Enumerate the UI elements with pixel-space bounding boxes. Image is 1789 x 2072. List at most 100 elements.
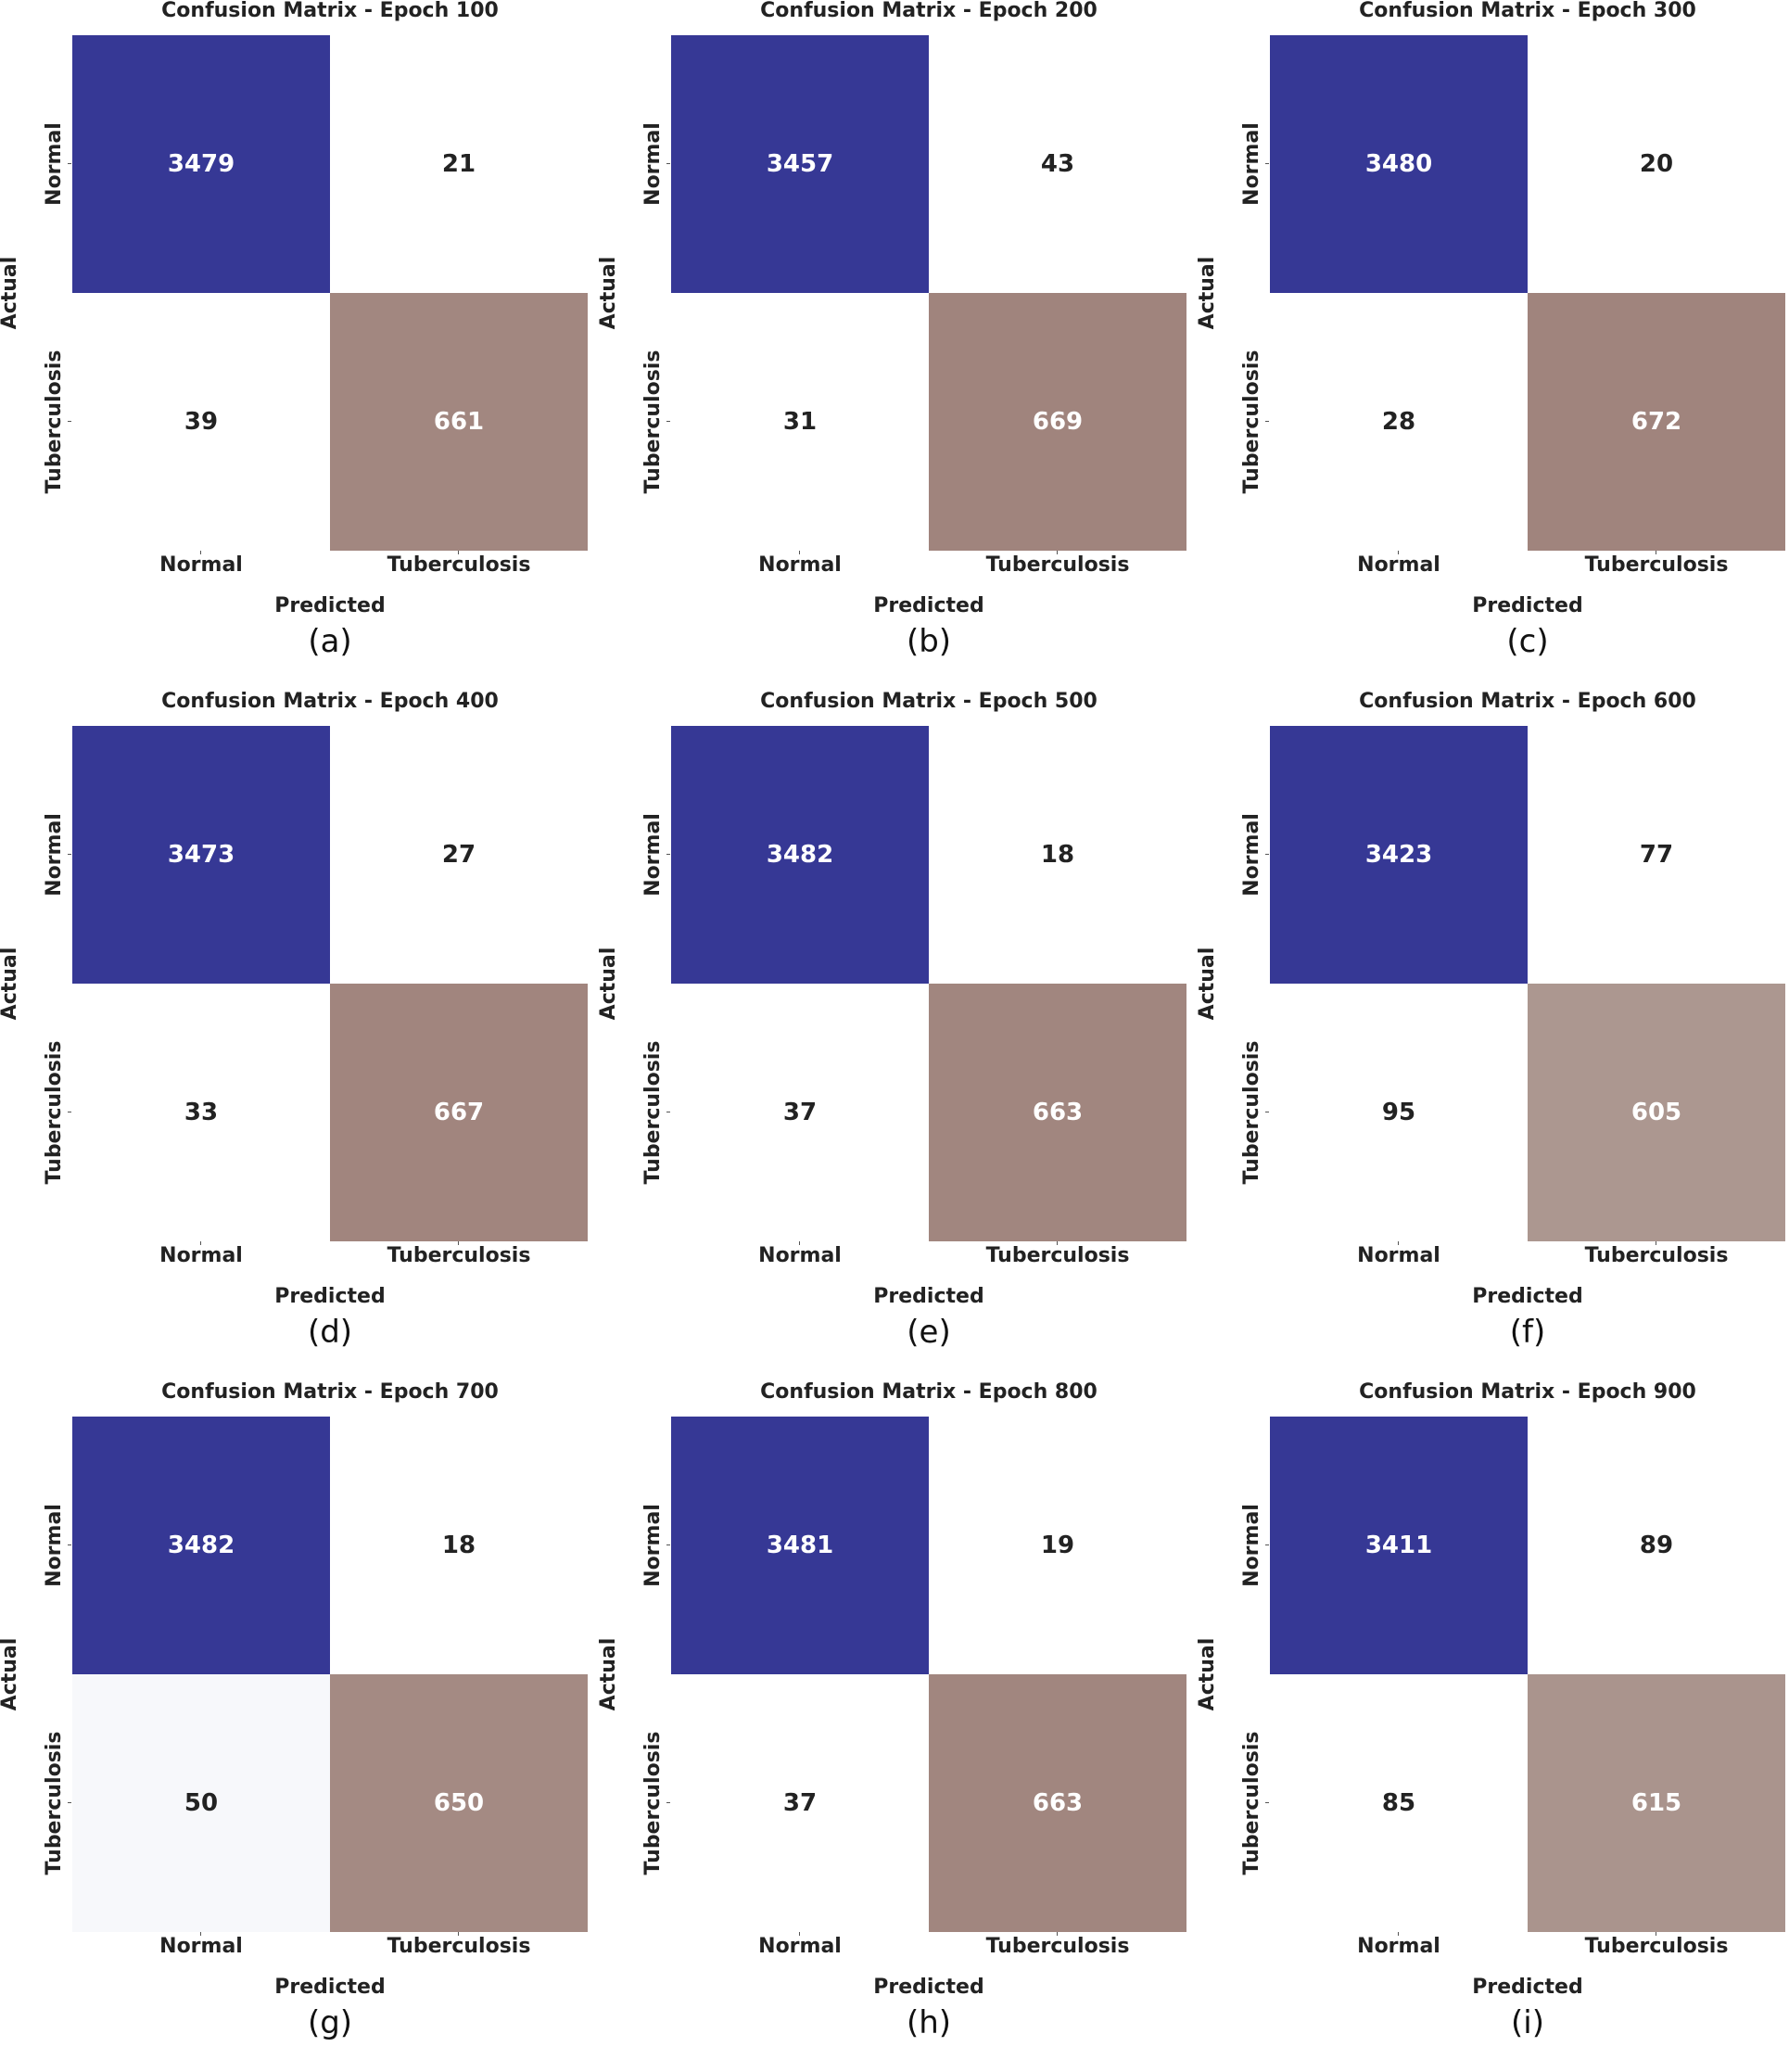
cell-value-label: 27 xyxy=(441,841,476,869)
y-tick-mark xyxy=(1265,1544,1269,1545)
y-axis-label-wrapper: Actual xyxy=(591,1417,628,1932)
x-tick-label: Tuberculosis xyxy=(1584,553,1729,577)
y-axis-label-wrapper: Actual xyxy=(591,726,628,1241)
cell-value-label: 663 xyxy=(1032,1099,1084,1126)
x-tick-label: Normal xyxy=(1357,553,1440,577)
y-tick-label-wrapper: Normal xyxy=(28,35,82,293)
heatmap-cell: 20 xyxy=(1528,35,1785,293)
y-tick-label-wrapper: Normal xyxy=(627,1417,680,1674)
y-tick-mark xyxy=(1265,163,1269,164)
confusion-matrix-panel: Confusion Matrix - Epoch 900 3411 89 85 615 N… xyxy=(1196,1381,1789,2072)
y-tick-mark xyxy=(666,1544,670,1545)
chart-title: Confusion Matrix - Epoch 700 xyxy=(161,1380,499,1404)
y-axis-label: Actual xyxy=(0,1637,21,1711)
y-tick-label: Tuberculosis xyxy=(43,1040,66,1185)
cell-value-label: 39 xyxy=(184,408,219,436)
y-tick-mark xyxy=(666,1802,670,1803)
cell-value-label: 663 xyxy=(1032,1789,1084,1817)
y-tick-label: Tuberculosis xyxy=(1240,1731,1263,1875)
heatmap-cell: 672 xyxy=(1528,293,1785,551)
x-tick-mark xyxy=(1398,1241,1399,1245)
y-tick-label-wrapper: Tuberculosis xyxy=(627,984,680,1241)
cell-value-label: 95 xyxy=(1381,1099,1416,1126)
confusion-matrix-panel: Confusion Matrix - Epoch 500 3482 18 37 663 N… xyxy=(597,690,1192,1381)
y-tick-label: Tuberculosis xyxy=(43,350,66,494)
cell-value-label: 3479 xyxy=(167,150,235,178)
cell-value-label: 37 xyxy=(782,1789,818,1817)
cell-value-label: 650 xyxy=(433,1789,485,1817)
cell-value-label: 672 xyxy=(1630,408,1682,436)
cell-value-label: 3473 xyxy=(167,841,235,869)
chart-title: Confusion Matrix - Epoch 200 xyxy=(760,0,1098,22)
y-axis-label: Actual xyxy=(1196,1637,1219,1711)
subfigure-caption: (g) xyxy=(307,2004,353,2041)
cell-value-label: 28 xyxy=(1381,408,1416,436)
heatmap-cell: 31 xyxy=(671,293,929,551)
y-tick-label: Normal xyxy=(43,813,66,896)
y-tick-label-wrapper: Normal xyxy=(28,1417,82,1674)
chart-title: Confusion Matrix - Epoch 400 xyxy=(161,690,499,713)
cell-value-label: 661 xyxy=(433,408,485,436)
x-tick-label: Tuberculosis xyxy=(387,1244,531,1267)
x-axis-label: Predicted xyxy=(1472,1285,1583,1308)
heatmap-cell: 33 xyxy=(72,984,330,1241)
cell-value-label: 615 xyxy=(1630,1789,1682,1817)
y-tick-label-wrapper: Normal xyxy=(1225,35,1279,293)
x-axis-label: Predicted xyxy=(274,1976,386,1999)
y-axis-label-wrapper: Actual xyxy=(591,35,628,551)
x-tick-mark xyxy=(799,551,800,554)
y-axis-label-wrapper: Actual xyxy=(0,35,30,551)
x-tick-mark xyxy=(200,1932,201,1936)
cell-value-label: 20 xyxy=(1639,150,1674,178)
y-tick-mark xyxy=(666,421,670,422)
heatmap-cell: 669 xyxy=(929,293,1186,551)
x-tick-label: Tuberculosis xyxy=(985,1935,1130,1958)
y-tick-label-wrapper: Normal xyxy=(28,726,82,984)
cell-value-label: 85 xyxy=(1381,1789,1416,1817)
x-tick-mark xyxy=(200,551,201,554)
y-tick-label-wrapper: Normal xyxy=(1225,1417,1279,1674)
y-tick-mark xyxy=(1265,854,1269,855)
heatmap-cell: 89 xyxy=(1528,1417,1785,1674)
x-tick-label: Normal xyxy=(758,1935,842,1958)
y-tick-label-wrapper: Normal xyxy=(1225,726,1279,984)
heatmap-cell: 663 xyxy=(929,984,1186,1241)
y-tick-label-wrapper: Tuberculosis xyxy=(1225,293,1279,551)
y-tick-label: Tuberculosis xyxy=(641,1731,665,1875)
x-tick-mark xyxy=(458,1932,459,1936)
x-tick-label: Normal xyxy=(159,553,243,577)
confusion-matrix-panel: Confusion Matrix - Epoch 200 3457 43 31 669 N… xyxy=(597,0,1192,691)
y-tick-mark xyxy=(68,1544,71,1545)
x-tick-mark xyxy=(1057,551,1058,554)
cell-value-label: 50 xyxy=(184,1789,219,1817)
heatmap-cell: 19 xyxy=(929,1417,1186,1674)
x-tick-label: Tuberculosis xyxy=(1584,1935,1729,1958)
heatmap-cell: 3480 xyxy=(1270,35,1528,293)
chart-title: Confusion Matrix - Epoch 800 xyxy=(760,1380,1098,1404)
x-tick-label: Normal xyxy=(1357,1935,1440,1958)
y-tick-label: Normal xyxy=(1240,122,1263,206)
subfigure-caption: (i) xyxy=(1511,2004,1544,2041)
y-tick-mark xyxy=(666,854,670,855)
y-tick-label-wrapper: Normal xyxy=(627,35,680,293)
y-tick-mark xyxy=(68,854,71,855)
x-tick-label: Tuberculosis xyxy=(387,1935,531,1958)
chart-title: Confusion Matrix - Epoch 100 xyxy=(161,0,499,22)
y-tick-mark xyxy=(68,163,71,164)
confusion-matrix-panel: Confusion Matrix - Epoch 600 3423 77 95 605 N… xyxy=(1196,691,1789,1381)
heatmap-cell: 50 xyxy=(72,1674,330,1932)
y-tick-label-wrapper: Tuberculosis xyxy=(1225,984,1279,1241)
subfigure-caption: (c) xyxy=(1506,623,1549,660)
y-axis-label-wrapper: Actual xyxy=(1190,726,1227,1241)
heatmap-cell: 3479 xyxy=(72,35,330,293)
heatmap-cell: 28 xyxy=(1270,293,1528,551)
chart-title: Confusion Matrix - Epoch 500 xyxy=(760,690,1098,713)
cell-value-label: 669 xyxy=(1032,408,1084,436)
x-tick-mark xyxy=(458,1241,459,1245)
heatmap-cell: 21 xyxy=(330,35,588,293)
x-tick-mark xyxy=(200,1241,201,1245)
cell-value-label: 667 xyxy=(433,1099,485,1126)
y-tick-label: Normal xyxy=(641,1504,665,1587)
y-tick-label: Normal xyxy=(43,122,66,206)
